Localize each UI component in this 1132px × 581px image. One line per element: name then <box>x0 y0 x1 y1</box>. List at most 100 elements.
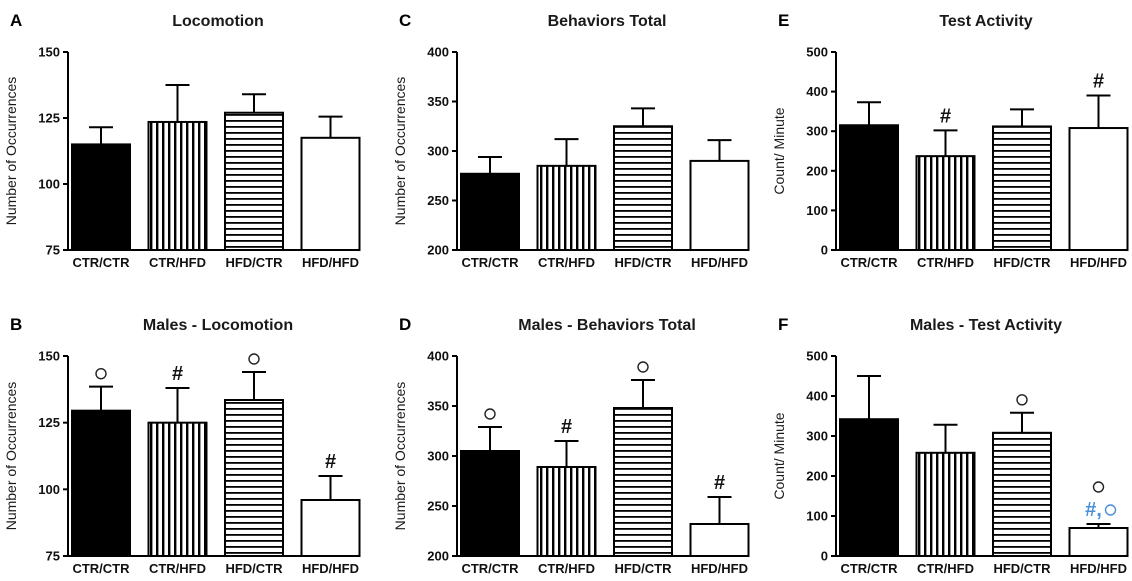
y-tick-label: 350 <box>427 94 449 109</box>
x-tick-label: HFD/CTR <box>614 255 672 270</box>
panel-letter: E <box>778 11 789 30</box>
y-tick-label: 75 <box>46 549 60 564</box>
y-tick-label: 350 <box>427 399 449 414</box>
bar-hfd-ctr <box>613 125 673 251</box>
significance-circle <box>248 353 260 365</box>
y-tick-label: 400 <box>427 349 449 364</box>
bar-hfd-ctr <box>992 125 1052 251</box>
y-tick-label: 0 <box>821 243 828 258</box>
significance-circle <box>484 408 496 420</box>
significance-hash: # <box>714 472 725 494</box>
panel-title: Males - Behaviors Total <box>518 317 696 334</box>
significance-hash: # <box>325 451 336 473</box>
y-axis-label: Number of Occurrences <box>3 382 19 531</box>
y-tick-label: 125 <box>38 111 60 126</box>
bar-hfd-ctr <box>613 407 673 557</box>
bar-hfd-hfd <box>689 159 750 251</box>
panel-title: Males - Test Activity <box>910 317 1062 334</box>
bar-ctr-ctr <box>71 409 131 557</box>
bar-hfd-ctr <box>224 111 284 251</box>
bar-hfd-ctr <box>224 399 284 557</box>
significance-circle <box>1016 394 1028 406</box>
panel-letter: B <box>10 315 22 334</box>
bar-ctr-ctr <box>71 143 131 251</box>
y-tick-label: 400 <box>806 84 828 99</box>
bar-ctr-ctr <box>839 418 899 558</box>
significance-hash: # <box>172 363 183 385</box>
panel-d: D Males - Behaviors Total Number of Occurr… <box>392 315 750 576</box>
y-tick-label: 200 <box>806 469 828 484</box>
panel-b: B Males - Locomotion Number of Occurrences… <box>3 315 361 576</box>
y-tick-label: 125 <box>38 415 60 430</box>
panel-f: F Males - Test Activity Count/ Minute 0 100 2… <box>771 315 1129 576</box>
panel-a: A Locomotion Number of Occurrences 75 100 125… <box>3 11 361 270</box>
x-tick-label: HFD/CTR <box>993 255 1051 270</box>
x-tick-label: CTR/HFD <box>538 255 595 270</box>
y-tick-label: 300 <box>806 124 828 139</box>
y-tick-label: 100 <box>806 509 828 524</box>
significance-circle-blue <box>1104 504 1117 516</box>
x-tick-label: CTR/CTR <box>840 255 898 270</box>
x-tick-label: CTR/HFD <box>538 561 595 576</box>
y-tick-label: 300 <box>427 449 449 464</box>
x-tick-label: HFD/HFD <box>302 561 359 576</box>
panel-letter: D <box>399 315 411 334</box>
bar-hfd-ctr <box>992 431 1052 557</box>
panel-title: Males - Locomotion <box>143 317 293 334</box>
y-tick-label: 400 <box>806 389 828 404</box>
y-tick-label: 200 <box>806 163 828 178</box>
x-tick-label: HFD/HFD <box>302 255 359 270</box>
bar-ctr-ctr <box>839 124 899 251</box>
y-tick-label: 500 <box>806 45 828 60</box>
x-tick-label: HFD/CTR <box>614 561 672 576</box>
x-tick-label: HFD/CTR <box>993 561 1051 576</box>
y-tick-label: 300 <box>427 144 449 159</box>
bar-ctr-ctr <box>460 172 520 252</box>
y-axis-label: Count/ Minute <box>771 412 787 499</box>
y-tick-label: 100 <box>806 203 828 218</box>
y-tick-label: 150 <box>38 349 60 364</box>
bar-hfd-hfd <box>1068 527 1129 557</box>
bar-hfd-hfd <box>689 523 750 557</box>
x-tick-label: CTR/CTR <box>461 255 519 270</box>
significance-hash: # <box>1093 71 1104 93</box>
y-tick-label: 250 <box>427 499 449 514</box>
significance-circle <box>95 367 107 380</box>
x-tick-label: HFD/CTR <box>225 255 283 270</box>
x-tick-label: HFD/HFD <box>1070 561 1127 576</box>
x-tick-label: HFD/CTR <box>225 561 283 576</box>
x-tick-label: CTR/CTR <box>461 561 519 576</box>
bar-hfd-hfd <box>300 499 361 557</box>
x-tick-label: CTR/CTR <box>72 255 130 270</box>
y-tick-label: 400 <box>427 45 449 60</box>
bar-ctr-ctr <box>460 450 520 557</box>
x-tick-label: CTR/CTR <box>840 561 898 576</box>
panel-title: Locomotion <box>172 13 264 30</box>
bar-ctr-hfd <box>915 451 976 557</box>
y-axis-label: Number of Occurrences <box>392 382 408 531</box>
y-axis-label: Count/ Minute <box>771 107 787 194</box>
panel-c: C Behaviors Total Number of Occurrences 200… <box>392 11 750 270</box>
x-tick-label: CTR/HFD <box>149 255 206 270</box>
y-tick-label: 500 <box>806 349 828 364</box>
y-axis-label: Number of Occurrences <box>3 77 19 226</box>
significance-hash: # <box>561 416 572 438</box>
significance-circle <box>637 361 649 373</box>
y-tick-label: 150 <box>38 45 60 60</box>
panel-title: Behaviors Total <box>548 13 667 30</box>
y-tick-label: 0 <box>821 549 828 564</box>
significance-hash: # <box>940 105 951 127</box>
x-tick-label: CTR/HFD <box>917 561 974 576</box>
y-tick-label: 200 <box>427 549 449 564</box>
y-tick-label: 100 <box>38 177 60 192</box>
x-tick-label: CTR/CTR <box>72 561 130 576</box>
panel-letter: F <box>778 315 788 334</box>
bar-ctr-hfd <box>915 155 976 251</box>
bar-ctr-hfd <box>147 421 208 557</box>
bar-hfd-hfd <box>1068 127 1129 251</box>
y-axis-label: Number of Occurrences <box>392 77 408 226</box>
panel-e: E Test Activity Count/ Minute 0 100 200 300 400… <box>771 11 1129 270</box>
panel-title: Test Activity <box>939 13 1032 30</box>
x-tick-label: CTR/HFD <box>917 255 974 270</box>
